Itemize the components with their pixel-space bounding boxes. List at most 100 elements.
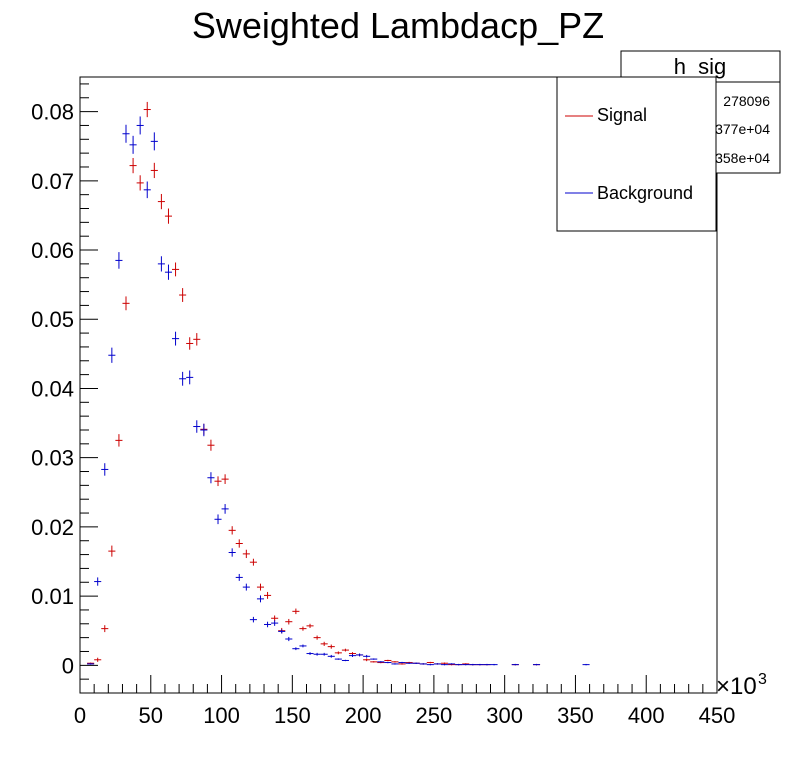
data-point (462, 663, 470, 666)
data-point (207, 439, 215, 451)
data-point (256, 595, 265, 603)
data-point (391, 663, 399, 665)
data-point (299, 626, 307, 631)
data-point (101, 463, 109, 476)
data-point (193, 420, 201, 433)
data-point (313, 652, 321, 656)
data-point (129, 135, 137, 154)
data-point (271, 615, 279, 622)
data-point (108, 347, 116, 363)
data-point (334, 651, 342, 655)
data-point (285, 636, 293, 642)
data-point (200, 423, 208, 437)
y-tick-label: 0.04 (31, 376, 74, 401)
data-point (455, 663, 463, 666)
data-point (306, 652, 314, 655)
data-point (370, 661, 378, 663)
x-tick-label: 250 (416, 703, 453, 728)
data-point (157, 193, 165, 210)
y-tick-label: 0.05 (31, 307, 74, 332)
data-point (235, 573, 243, 581)
data-point (320, 652, 328, 656)
y-tick-label: 0.03 (31, 446, 74, 471)
data-point (228, 548, 236, 557)
x-tick-label: 0 (74, 703, 86, 728)
legend: Signal Background (556, 76, 717, 232)
data-point (440, 663, 449, 666)
y-tick-label: 0.06 (31, 238, 74, 263)
data-point (391, 661, 399, 663)
data-point (384, 659, 392, 662)
data-point (228, 526, 236, 535)
data-point (426, 663, 434, 666)
data-point (143, 101, 151, 118)
data-point (164, 208, 173, 224)
data-point (207, 472, 215, 484)
data-point (271, 620, 279, 626)
x-tick-label: 50 (139, 703, 163, 728)
data-point (341, 659, 349, 662)
data-point (490, 663, 498, 666)
stats-box-title: h_sig (674, 54, 727, 79)
data-point (405, 662, 413, 664)
data-series (87, 101, 590, 666)
data-point (242, 583, 250, 591)
data-point (150, 162, 158, 179)
data-point (143, 181, 151, 199)
data-point (186, 370, 194, 385)
data-point (348, 654, 357, 658)
data-point (306, 623, 314, 628)
data-point (440, 662, 449, 664)
data-point (129, 157, 137, 174)
data-point (483, 663, 491, 666)
data-point (186, 337, 194, 350)
data-point (249, 616, 257, 623)
data-point (398, 663, 406, 665)
data-point (264, 621, 272, 628)
data-point (242, 549, 250, 559)
data-point (356, 653, 364, 657)
data-point (419, 663, 427, 665)
data-point (108, 545, 116, 557)
data-point (256, 583, 265, 591)
data-point (221, 504, 229, 514)
legend-signal-label: Signal (597, 105, 647, 125)
data-point (327, 654, 335, 658)
data-point (249, 558, 257, 566)
data-point (150, 132, 158, 151)
data-point (264, 591, 272, 599)
data-point (94, 577, 102, 586)
data-point (172, 331, 180, 346)
data-point (341, 648, 349, 652)
series-background (87, 116, 590, 666)
data-point (582, 663, 590, 666)
data-point (469, 663, 477, 666)
data-point (122, 296, 130, 311)
data-point (136, 175, 144, 191)
data-point (313, 635, 321, 640)
y-tick-label: 0.02 (31, 515, 74, 540)
data-point (172, 262, 180, 277)
x-tick-label: 100 (203, 703, 240, 728)
data-point (115, 434, 123, 447)
x-tick-label: 450 (699, 703, 736, 728)
data-point (136, 116, 144, 135)
data-point (398, 661, 406, 664)
data-point (221, 474, 229, 484)
stats-mean-value: 377e+04 (715, 121, 770, 137)
data-point (370, 658, 378, 660)
x-tick-label: 300 (486, 703, 523, 728)
data-point (433, 663, 441, 665)
data-point (164, 264, 173, 280)
data-point (179, 288, 187, 302)
data-point (320, 641, 328, 646)
data-point (292, 608, 300, 615)
data-point (476, 663, 484, 666)
y-axis: 0 0.01 0.02 0.03 0.04 0.05 0.06 0.07 0.08 (31, 83, 98, 680)
series-signal (87, 101, 541, 666)
data-point (292, 647, 300, 651)
x-tick-label: 400 (628, 703, 665, 728)
data-point (115, 252, 123, 269)
axes (79, 76, 718, 694)
x-axis: 0 50 100 150 200 250 300 350 400 450 (74, 675, 735, 728)
